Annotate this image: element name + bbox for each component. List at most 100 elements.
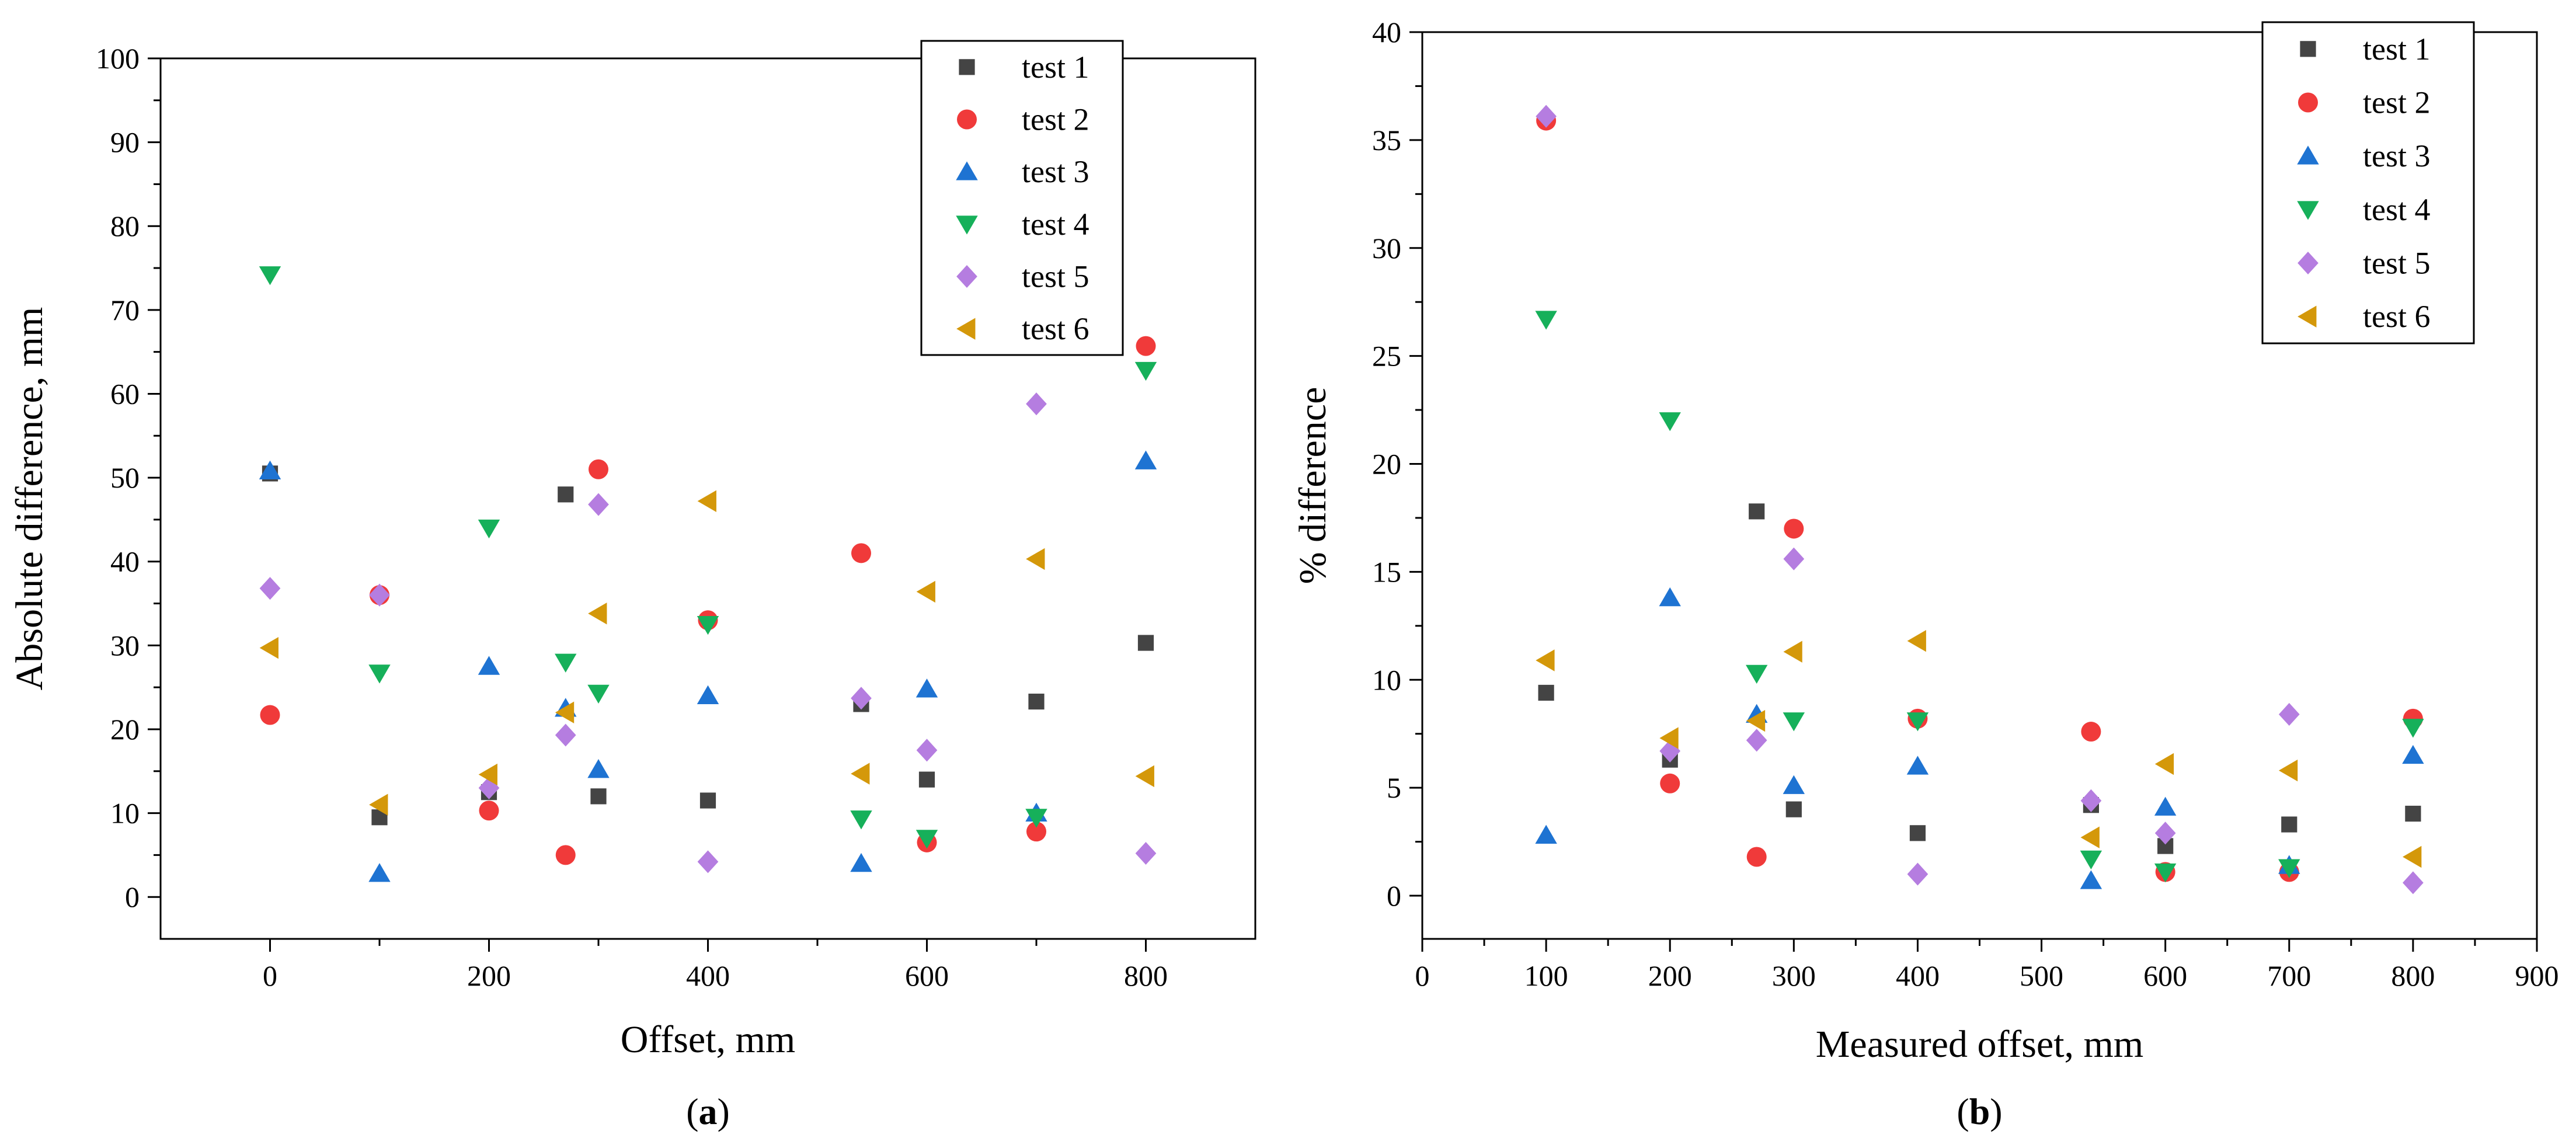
legend-marker (959, 59, 975, 75)
data-point (851, 687, 872, 710)
legend: test 1 test 2 test 3 test 4 test 5 test 6 (2261, 21, 2475, 344)
y-tick-label: 10 (110, 797, 140, 830)
data-point (2278, 759, 2298, 782)
data-point (697, 490, 716, 513)
x-tick-label: 600 (2143, 959, 2187, 992)
y-tick-label: 90 (110, 126, 140, 159)
data-point (1749, 503, 1765, 520)
data-point (1783, 641, 1802, 663)
data-point (1783, 547, 1805, 570)
data-point (478, 656, 500, 675)
data-point (850, 810, 872, 830)
legend-marker (957, 109, 977, 130)
data-point (1026, 822, 1046, 842)
data-point (1746, 847, 1767, 867)
data-point (2080, 789, 2102, 812)
data-point (915, 830, 938, 849)
data-point (2080, 850, 2102, 870)
y-axis-title: Absolute difference, mm (8, 307, 51, 691)
data-point (1134, 450, 1157, 469)
y-tick-label: 40 (110, 545, 140, 578)
y-axis-title: % difference (1292, 387, 1334, 584)
x-tick-label: 700 (2267, 959, 2311, 992)
y-tick-label: 70 (110, 294, 140, 326)
chart-panel-a: 0 200 400 600 800 0 10 20 30 40 50 60 70 80 90 100 Offs… (8, 40, 1256, 1132)
data-point (851, 763, 870, 785)
y-tick-label: 35 (1372, 124, 1401, 156)
data-point (1746, 709, 1766, 732)
data-point (260, 705, 280, 725)
data-point (2154, 863, 2177, 883)
data-point (1536, 105, 1557, 128)
data-point (588, 493, 609, 516)
legend-label: test 5 (1022, 259, 1089, 294)
data-point (1026, 392, 1047, 416)
data-point (2278, 702, 2300, 726)
data-point (587, 684, 610, 704)
data-point (1135, 841, 1157, 865)
data-point (850, 852, 872, 872)
data-point (1746, 664, 1768, 684)
x-axis-title: Measured offset, mm (1816, 1023, 2143, 1066)
panel-label-b: (b) (1957, 1091, 2002, 1132)
data-point (1535, 824, 1557, 844)
data-point (2403, 871, 2424, 895)
legend-label: test 3 (1022, 154, 1089, 189)
legend-box (920, 40, 1124, 356)
legend-box (2261, 21, 2475, 344)
data-point (1660, 773, 1680, 794)
data-point (555, 845, 576, 865)
y-tick-label: 5 (1387, 771, 1401, 804)
data-point (1906, 756, 1929, 775)
data-point (1907, 630, 1926, 652)
data-point (479, 801, 499, 821)
data-point (259, 460, 281, 480)
y-tick-label: 25 (1372, 340, 1401, 373)
legend-marker (2297, 305, 2317, 328)
data-point (1909, 825, 1926, 841)
data-point (2281, 816, 2297, 833)
axis-ticks: 0 100 200 300 400 500 600 700 800 900 0 5 10 15 20 25 30… (1372, 16, 2559, 992)
y-tick-label: 0 (1387, 879, 1401, 912)
data-point (1659, 727, 1679, 749)
legend-label: test 3 (2363, 138, 2431, 173)
data-point (1028, 693, 1045, 710)
data-point (1025, 809, 1047, 828)
data-point (588, 603, 607, 625)
data-point (259, 266, 281, 286)
data-point (369, 794, 388, 816)
y-tick-label: 80 (110, 210, 140, 242)
scatter-points (1535, 105, 2424, 895)
legend-marker (2297, 251, 2319, 275)
data-point (1784, 518, 1804, 539)
data-point (478, 763, 497, 786)
x-tick-label: 400 (1896, 959, 1940, 992)
data-point (1659, 587, 1681, 607)
data-point (587, 759, 610, 778)
data-point (2154, 753, 2174, 775)
data-point (915, 678, 938, 698)
y-tick-label: 10 (1372, 663, 1401, 696)
plot-frame (1421, 31, 2538, 940)
axis-ticks: 0 200 400 600 800 0 10 20 30 40 50 60 70 80 90 100 (96, 42, 1168, 992)
y-tick-label: 20 (110, 713, 140, 746)
y-tick-label: 15 (1372, 555, 1401, 588)
data-point (699, 792, 716, 809)
data-point (916, 580, 935, 603)
x-tick-label: 600 (905, 959, 949, 992)
legend: test 1 test 2 test 3 test 4 test 5 test 6 (920, 40, 1124, 356)
legend-marker (956, 161, 978, 180)
data-point (1535, 311, 1557, 330)
legend-marker (956, 318, 976, 340)
data-point (1536, 649, 1555, 671)
data-point (918, 771, 935, 788)
data-point (1785, 801, 1802, 817)
data-point (1659, 412, 1681, 431)
data-point (2278, 859, 2300, 878)
data-point (368, 664, 391, 684)
legend-marker (2297, 201, 2319, 220)
data-point (2402, 744, 2424, 764)
legend-label: test 2 (1022, 102, 1089, 137)
legend-marker (2298, 92, 2318, 113)
